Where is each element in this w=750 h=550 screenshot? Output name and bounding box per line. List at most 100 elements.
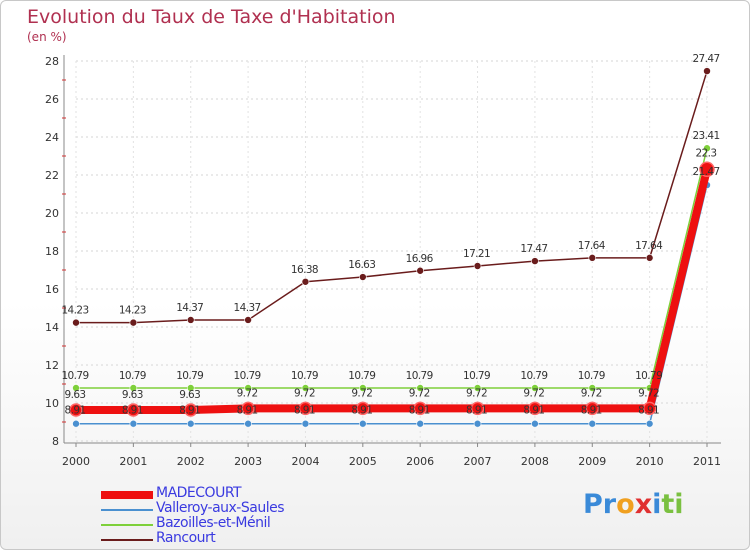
data-label: 9.72	[638, 387, 659, 399]
brand-letter: i	[674, 489, 684, 520]
y-tick-label: 24	[45, 131, 59, 144]
data-point	[703, 67, 711, 75]
data-label: 10.79	[406, 370, 433, 382]
y-tick-label: 22	[45, 169, 59, 182]
data-label: 9.63	[179, 389, 200, 401]
series-line	[76, 70, 708, 324]
x-tick-label: 2007	[464, 455, 492, 468]
data-label: 8.91	[638, 405, 659, 417]
data-point	[588, 254, 597, 262]
data-label: 10.79	[234, 370, 261, 382]
chart-title: Evolution du Taux de Taxe d'Habitation	[27, 6, 396, 28]
data-point	[359, 273, 367, 281]
x-tick-label: 2006	[406, 455, 434, 468]
series-line	[76, 148, 708, 389]
y-tick-label: 14	[45, 321, 59, 334]
data-point	[69, 403, 83, 417]
data-point	[301, 419, 310, 428]
data-point	[416, 419, 424, 428]
data-point	[588, 419, 597, 428]
data-label: 8.91	[523, 405, 544, 417]
data-label: 8.91	[351, 405, 372, 417]
brand-letter: x	[634, 489, 653, 520]
data-label: 8.91	[409, 405, 430, 417]
brand-logo: Proxiti	[583, 489, 684, 520]
x-tick-label: 2010	[636, 455, 664, 468]
data-label: 8.91	[466, 405, 487, 417]
legend-label: Bazoilles-et-Ménil	[156, 515, 271, 531]
data-label: 9.72	[409, 387, 430, 399]
legend-swatch	[101, 509, 153, 511]
data-point	[72, 384, 80, 392]
legend-label: Rancourt	[156, 530, 216, 546]
x-tick-label: 2000	[62, 455, 90, 468]
data-point	[356, 401, 370, 416]
data-point	[413, 401, 427, 416]
data-point	[473, 384, 482, 392]
data-label: 14.23	[119, 305, 146, 317]
data-label: 17.21	[463, 248, 490, 260]
data-label: 9.72	[294, 387, 315, 399]
x-tick-label: 2002	[177, 455, 205, 468]
series-line	[76, 168, 711, 415]
y-tick-label: 10	[45, 397, 59, 410]
data-point	[186, 419, 195, 428]
data-point	[301, 384, 310, 392]
y-tick-label: 26	[45, 93, 59, 106]
data-label: 21.47	[692, 166, 719, 178]
brand-letter: o	[616, 489, 635, 520]
data-point	[642, 401, 657, 416]
data-label: 22.3	[696, 147, 717, 159]
legend-swatch	[101, 539, 153, 541]
x-tick-label: 2005	[349, 455, 377, 468]
legend-swatch	[101, 491, 153, 499]
data-point	[301, 277, 310, 286]
y-tick-label: 8	[52, 435, 59, 448]
data-point	[359, 419, 367, 428]
series-line	[76, 184, 708, 425]
data-label: 10.79	[119, 370, 146, 382]
data-label: 8.91	[65, 405, 86, 417]
y-tick-label: 28	[45, 55, 59, 68]
data-label: 10.79	[176, 370, 203, 382]
data-label: 14.37	[176, 302, 203, 314]
data-point	[473, 262, 482, 270]
data-point	[244, 316, 252, 324]
data-point	[129, 419, 138, 428]
data-label: 16.38	[291, 264, 318, 276]
data-label: 9.72	[237, 387, 258, 399]
data-label: 9.72	[581, 387, 602, 399]
data-label: 10.79	[61, 370, 88, 382]
brand-letter: P	[583, 489, 603, 520]
brand-letter: i	[652, 489, 662, 520]
data-point	[588, 384, 597, 392]
data-label: 10.79	[635, 370, 662, 382]
data-point	[699, 161, 715, 178]
data-point	[473, 419, 482, 428]
x-tick-label: 2008	[521, 455, 549, 468]
data-point	[241, 401, 255, 416]
data-label: 8.91	[237, 405, 258, 417]
legend-label: Valleroy-aux-Saules	[156, 500, 285, 516]
data-label: 17.64	[635, 240, 663, 252]
x-tick-label: 2009	[578, 455, 606, 468]
chart-unit-label: (en %)	[27, 30, 67, 44]
data-label: 8.91	[179, 405, 200, 417]
data-point	[186, 384, 195, 392]
data-label: 17.64	[578, 240, 606, 252]
data-label: 8.91	[581, 405, 602, 417]
data-point	[126, 403, 141, 417]
data-label: 10.79	[463, 370, 490, 382]
data-point	[531, 257, 539, 265]
data-label: 27.47	[692, 53, 719, 65]
data-label: 8.91	[122, 405, 143, 417]
data-point	[244, 419, 252, 428]
data-point	[531, 419, 539, 428]
data-label: 14.23	[61, 305, 88, 317]
data-label: 9.63	[65, 389, 86, 401]
data-point	[129, 318, 138, 327]
data-point	[244, 384, 252, 392]
legend-swatch	[101, 524, 153, 526]
data-point	[416, 266, 424, 275]
data-point	[298, 401, 313, 416]
